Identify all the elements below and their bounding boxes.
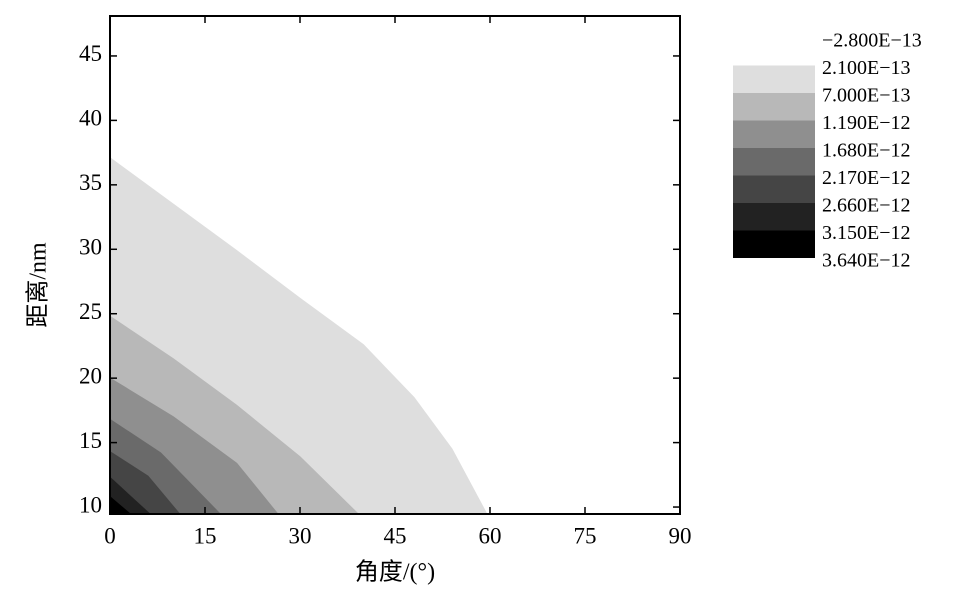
colorbar-band bbox=[733, 148, 815, 176]
y-tick-label: 40 bbox=[79, 106, 102, 131]
colorbar-label: 3.640E−12 bbox=[822, 250, 911, 272]
colorbar-band bbox=[733, 65, 815, 93]
x-tick-label: 75 bbox=[574, 523, 597, 548]
colorbar-label: 7.000E−13 bbox=[822, 85, 911, 107]
y-tick-label: 20 bbox=[79, 363, 102, 388]
contour-line bbox=[109, 477, 151, 515]
y-tick-label: 45 bbox=[79, 41, 102, 66]
contour-line bbox=[109, 377, 279, 515]
colorbar-label: 2.660E−12 bbox=[822, 195, 911, 217]
x-tick-label: 45 bbox=[384, 523, 407, 548]
colorbar-label: 1.680E−12 bbox=[822, 140, 911, 162]
x-tick-label: 0 bbox=[104, 523, 116, 548]
colorbar-label: 3.150E−12 bbox=[822, 222, 911, 244]
contour-line bbox=[109, 315, 359, 515]
y-axis-label: 距离/nm bbox=[25, 242, 52, 328]
colorbar-label: 2.100E−13 bbox=[822, 57, 911, 79]
colorbar-label: 1.190E−12 bbox=[822, 112, 911, 134]
y-tick-label: 35 bbox=[79, 170, 102, 195]
y-tick-label: 30 bbox=[79, 235, 102, 260]
x-axis-label: 角度/(°) bbox=[355, 559, 435, 586]
y-tick-label: 25 bbox=[79, 299, 102, 324]
x-tick-label: 30 bbox=[289, 523, 312, 548]
x-tick-label: 60 bbox=[479, 523, 502, 548]
y-tick-label: 15 bbox=[79, 428, 102, 453]
colorbar-band bbox=[733, 93, 815, 121]
contour-line bbox=[109, 157, 488, 515]
colorbar-label: −2.800E−13 bbox=[822, 30, 922, 52]
x-tick-label: 90 bbox=[669, 523, 692, 548]
y-tick-label: 10 bbox=[79, 492, 102, 517]
contour-line bbox=[109, 496, 131, 515]
colorbar-band bbox=[733, 230, 815, 258]
colorbar-label: 2.170E−12 bbox=[822, 167, 911, 189]
contour-line bbox=[109, 418, 221, 515]
contour-line bbox=[109, 451, 181, 515]
x-tick-label: 15 bbox=[194, 523, 217, 548]
colorbar-band bbox=[733, 120, 815, 148]
colorbar-band bbox=[733, 203, 815, 231]
colorbar-band bbox=[733, 175, 815, 203]
